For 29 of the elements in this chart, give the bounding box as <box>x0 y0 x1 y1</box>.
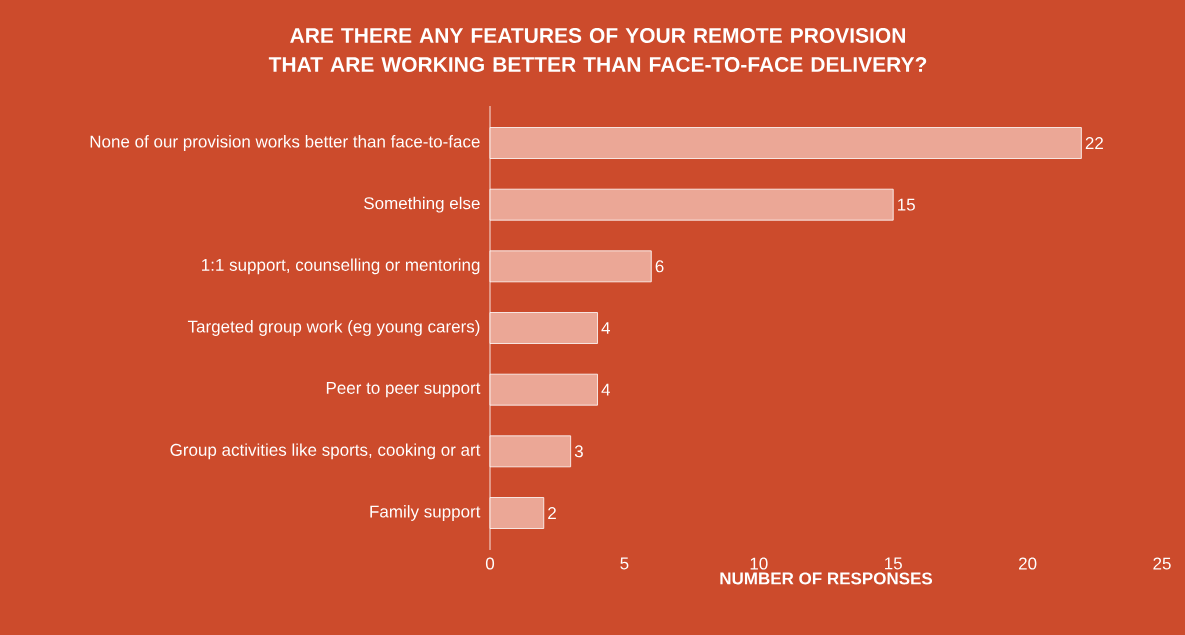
bar <box>489 188 894 221</box>
data-label: 4 <box>601 383 611 396</box>
y-tick-label: None of our provision works better than face-to-face <box>90 135 480 151</box>
bar <box>489 250 652 283</box>
x-tick-label: 20 <box>1019 557 1037 570</box>
y-tick-label: Family support <box>370 505 481 521</box>
y-tick-label: Peer to peer support <box>326 382 481 398</box>
x-tick-label: 5 <box>620 557 629 570</box>
data-label: 3 <box>574 445 583 458</box>
bar <box>489 497 545 529</box>
x-axis-title: NUMBER OF RESPONSES <box>720 572 933 585</box>
data-label: 2 <box>548 507 556 519</box>
bar <box>489 312 598 344</box>
y-tick-label: Targeted group work (eg young carers) <box>187 320 480 336</box>
x-tick-label: 15 <box>885 557 902 570</box>
y-tick-label: Group activities like sports, cooking or art <box>170 443 481 460</box>
data-label: 4 <box>601 322 611 334</box>
x-tick-label: 0 <box>485 557 495 570</box>
y-tick-label: 1:1 support, counselling or mentoring <box>202 258 480 275</box>
data-label: 22 <box>1085 137 1103 149</box>
x-tick-label: 10 <box>750 557 768 570</box>
y-tick-label: Something else <box>364 196 480 213</box>
bar <box>489 435 572 468</box>
chart-title: ARE THERE ANY FEATURES OF YOUR REMOTE PROVISION THAT ARE WORKING BETTER THAN FACE-TO-FACE DELIVERY? <box>268 28 927 72</box>
bar <box>489 373 598 406</box>
bar <box>489 127 1082 159</box>
data-label: 15 <box>898 198 915 211</box>
x-tick-label: 25 <box>1153 557 1171 570</box>
data-label: 6 <box>655 260 664 273</box>
